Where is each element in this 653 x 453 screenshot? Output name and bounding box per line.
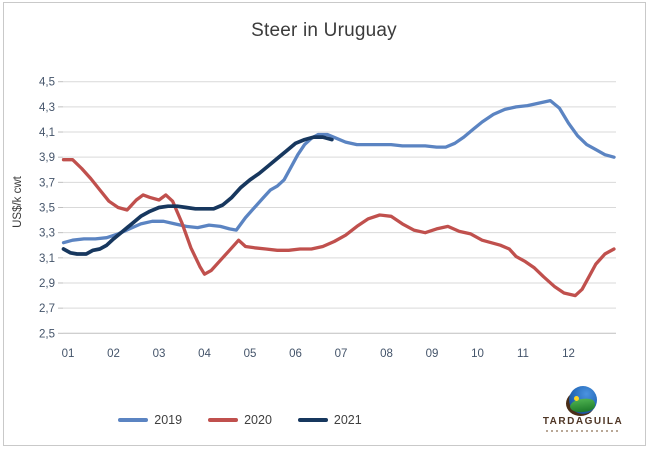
brand-tagline-dots (546, 430, 620, 432)
series-line-2020 (61, 158, 616, 298)
x-tick-label: 04 (198, 348, 211, 360)
legend-line-2021-icon (297, 418, 328, 422)
y-tick-label: 4,1 (39, 127, 55, 139)
x-tick-label: 03 (153, 348, 166, 360)
x-tick-label: 08 (380, 348, 393, 360)
legend-label-2019: 2019 (154, 413, 183, 427)
x-tick-label: 02 (107, 348, 120, 360)
x-tick-label: 06 (289, 348, 302, 360)
legend-line-2019-icon (118, 418, 149, 422)
series-line-2019 (61, 98, 616, 245)
brand-name: TARDAGUILA (542, 416, 624, 427)
y-tick-label: 3,1 (39, 253, 55, 265)
y-tick-label: 4,5 (39, 77, 55, 89)
series-line-2021 (61, 135, 334, 256)
legend-label-2020: 2020 (244, 413, 272, 427)
x-tick-label: 07 (335, 348, 348, 360)
x-tick-label: 01 (62, 348, 75, 360)
x-tick-label: 05 (244, 348, 257, 360)
y-tick-label: 2,5 (39, 328, 55, 340)
y-tick-label: 3,7 (39, 177, 55, 189)
y-tick-label: 3,3 (39, 228, 55, 240)
chart-title: Steer in Uruguay (251, 20, 397, 41)
x-tick-label: 09 (426, 348, 439, 360)
chart-frame (3, 2, 646, 446)
y-tick-label: 2,9 (39, 278, 55, 290)
legend-line-2020-icon (208, 418, 239, 422)
x-tick-label: 12 (562, 348, 575, 360)
chart-legend: 2019 2020 2021 (0, 413, 480, 427)
x-tick-label: 11 (517, 348, 529, 360)
y-tick-label: 3,5 (39, 203, 55, 215)
legend-item-2020: 2020 (208, 413, 272, 427)
x-tick-label: 10 (471, 348, 484, 360)
tardaguila-logo: TARDAGUILA (541, 386, 625, 432)
y-tick-label: 4,3 (39, 102, 55, 114)
globe-icon (566, 386, 597, 416)
legend-item-2021: 2021 (297, 413, 362, 427)
y-tick-label: 2,7 (39, 303, 55, 315)
y-tick-label: 3,9 (39, 152, 55, 164)
legend-item-2019: 2019 (118, 413, 182, 427)
legend-label-2021: 2021 (333, 413, 362, 427)
